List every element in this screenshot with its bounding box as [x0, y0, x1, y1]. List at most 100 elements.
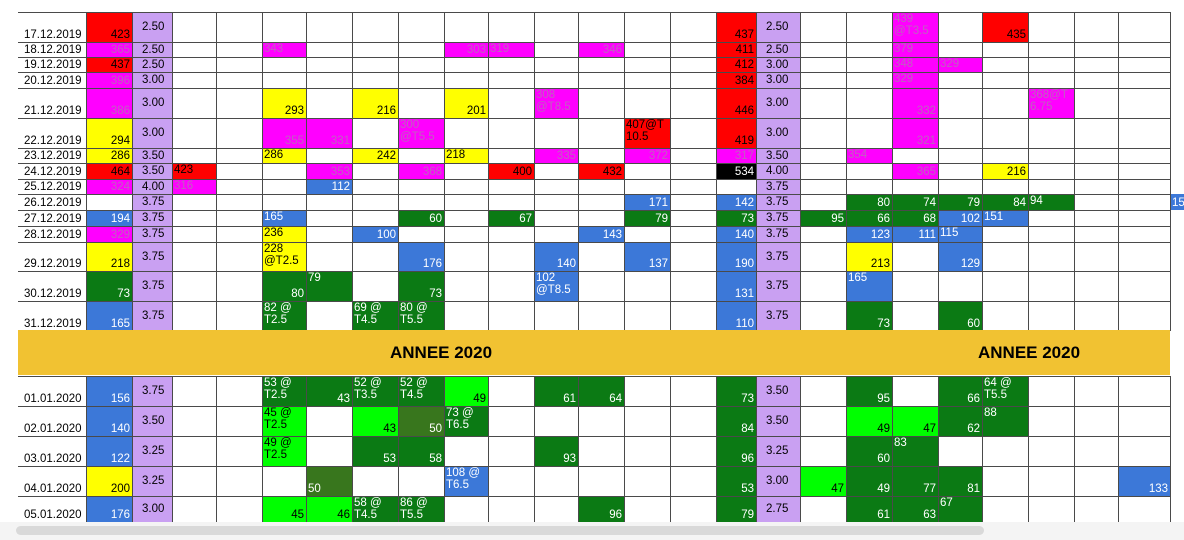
value-cell[interactable]: 47: [892, 406, 938, 436]
value-cell[interactable]: 331: [306, 118, 352, 148]
value-cell[interactable]: 2.50: [756, 42, 800, 57]
value-cell[interactable]: 49 @ T2.5: [262, 436, 306, 466]
value-cell[interactable]: 446: [716, 88, 756, 118]
value-cell[interactable]: 93: [534, 436, 578, 466]
value-cell[interactable]: 308 @T8.5: [534, 88, 578, 118]
value-cell[interactable]: 407@T 10.5: [624, 118, 670, 148]
value-cell[interactable]: 3.75: [756, 271, 800, 301]
value-cell[interactable]: 432: [578, 163, 624, 179]
value-cell[interactable]: 368: [398, 163, 444, 179]
value-cell[interactable]: 68: [892, 210, 938, 226]
value-cell[interactable]: 355: [262, 118, 306, 148]
value-cell[interactable]: 2.50: [756, 12, 800, 42]
value-cell[interactable]: 3.00: [132, 72, 172, 88]
value-cell[interactable]: 154: [1170, 194, 1184, 210]
value-cell[interactable]: 77: [892, 466, 938, 496]
value-cell[interactable]: 88: [982, 406, 1028, 436]
date-cell[interactable]: 25.12.2019: [24, 181, 82, 193]
value-cell[interactable]: 49: [846, 466, 892, 496]
value-cell[interactable]: 3.25: [132, 436, 172, 466]
date-cell[interactable]: 04.01.2020: [24, 483, 82, 495]
value-cell[interactable]: 95: [800, 210, 846, 226]
value-cell[interactable]: 411: [716, 42, 756, 57]
value-cell[interactable]: 348: [892, 57, 938, 72]
value-cell[interactable]: 45: [262, 496, 306, 522]
value-cell[interactable]: 294: [86, 118, 132, 148]
value-cell[interactable]: 58 @ T4.5: [352, 496, 398, 522]
value-cell[interactable]: 423: [172, 163, 216, 179]
value-cell[interactable]: 165: [262, 210, 306, 226]
value-cell[interactable]: 201: [444, 88, 488, 118]
value-cell[interactable]: 79: [938, 194, 982, 210]
date-cell[interactable]: 23.12.2019: [24, 150, 82, 162]
value-cell[interactable]: 329: [892, 72, 938, 88]
value-cell[interactable]: 69 @ T4.5: [352, 301, 398, 331]
value-cell[interactable]: 67: [938, 496, 982, 522]
value-cell[interactable]: 115: [938, 226, 982, 242]
value-cell[interactable]: 73 @ T6.5: [444, 406, 488, 436]
value-cell[interactable]: 122: [86, 436, 132, 466]
value-cell[interactable]: 60: [938, 301, 982, 331]
date-cell[interactable]: 20.12.2019: [24, 75, 82, 87]
value-cell[interactable]: 3.00: [756, 118, 800, 148]
value-cell[interactable]: 64: [578, 376, 624, 406]
value-cell[interactable]: 316: [172, 179, 216, 194]
value-cell[interactable]: 419: [716, 118, 756, 148]
value-cell[interactable]: 384: [716, 72, 756, 88]
date-cell[interactable]: 19.12.2019: [24, 59, 82, 71]
value-cell[interactable]: 213: [846, 242, 892, 271]
value-cell[interactable]: 216: [982, 163, 1028, 179]
value-cell[interactable]: 58: [398, 436, 444, 466]
value-cell[interactable]: 329: [86, 226, 132, 242]
value-cell[interactable]: 129: [938, 242, 982, 271]
value-cell[interactable]: 3.00: [756, 88, 800, 118]
value-cell[interactable]: 286: [86, 148, 132, 163]
value-cell[interactable]: 317: [716, 148, 756, 163]
value-cell[interactable]: 218: [86, 242, 132, 271]
value-cell[interactable]: 3.75: [132, 242, 172, 271]
value-cell[interactable]: 84: [982, 194, 1028, 210]
value-cell[interactable]: 216: [352, 88, 398, 118]
value-cell[interactable]: 79: [716, 496, 756, 522]
value-cell[interactable]: 437: [716, 12, 756, 42]
value-cell[interactable]: 372: [624, 148, 670, 163]
value-cell[interactable]: 534: [716, 163, 756, 179]
value-cell[interactable]: 45 @ T2.5: [262, 406, 306, 436]
value-cell[interactable]: 354: [846, 148, 892, 163]
value-cell[interactable]: 111: [892, 226, 938, 242]
value-cell[interactable]: 73: [86, 271, 132, 301]
value-cell[interactable]: 464: [86, 163, 132, 179]
value-cell[interactable]: 52 @ T4.5: [398, 376, 444, 406]
value-cell[interactable]: 100: [352, 226, 398, 242]
value-cell[interactable]: 286: [262, 148, 306, 163]
value-cell[interactable]: 3.25: [132, 466, 172, 496]
value-cell[interactable]: 2.75: [756, 496, 800, 522]
value-cell[interactable]: 368@T 6.75: [1028, 88, 1074, 118]
date-cell[interactable]: 17.12.2019: [24, 29, 82, 41]
value-cell[interactable]: 3.50: [756, 376, 800, 406]
value-cell[interactable]: 131: [716, 271, 756, 301]
value-cell[interactable]: 365: [892, 163, 938, 179]
value-cell[interactable]: 200: [86, 466, 132, 496]
value-cell[interactable]: 112: [306, 179, 352, 194]
value-cell[interactable]: 53 @ T2.5: [262, 376, 306, 406]
value-cell[interactable]: 83: [892, 436, 938, 466]
value-cell[interactable]: 3.75: [756, 301, 800, 331]
value-cell[interactable]: 300 @T5.5: [398, 118, 444, 148]
value-cell[interactable]: 2.50: [132, 12, 172, 42]
value-cell[interactable]: 49: [444, 376, 488, 406]
value-cell[interactable]: 400: [488, 163, 534, 179]
value-cell[interactable]: 3.00: [132, 88, 172, 118]
date-cell[interactable]: 22.12.2019: [24, 135, 82, 147]
value-cell[interactable]: 43: [306, 376, 352, 406]
value-cell[interactable]: 171: [624, 194, 670, 210]
value-cell[interactable]: 439 @T3.5: [892, 12, 938, 42]
value-cell[interactable]: 3.00: [756, 72, 800, 88]
value-cell[interactable]: 67: [488, 210, 534, 226]
date-cell[interactable]: 05.01.2020: [24, 509, 82, 521]
date-cell[interactable]: 03.01.2020: [24, 453, 82, 465]
value-cell[interactable]: 3.50: [756, 148, 800, 163]
date-cell[interactable]: 01.01.2020: [24, 393, 82, 405]
value-cell[interactable]: 3.25: [756, 436, 800, 466]
value-cell[interactable]: 52 @ T3.5: [352, 376, 398, 406]
